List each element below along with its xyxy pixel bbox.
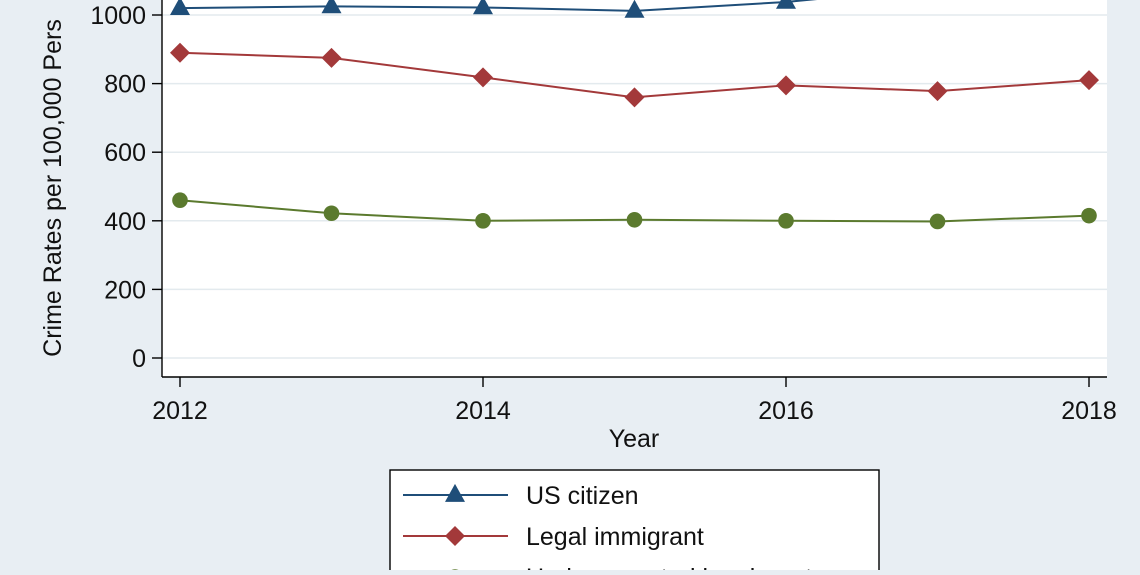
x-axis-label: Year: [609, 425, 660, 453]
data-point: [321, 47, 342, 68]
legend: US citizen Legal immigrant Undocumented im…: [389, 469, 880, 575]
y-tick-label: 800: [104, 71, 146, 99]
y-tick-label: 1000: [90, 2, 146, 30]
data-point: [172, 192, 188, 209]
y-axis-label: Crime Rates per 100,000 Pers: [39, 19, 67, 357]
data-point: [321, 0, 342, 14]
x-tick-label: 2016: [758, 397, 814, 425]
data-point: [929, 213, 946, 230]
y-tick-label: 0: [132, 345, 146, 373]
data-point: [170, 42, 190, 63]
y-axis-ticks: 0 200 400 600 800 1000: [90, 2, 162, 373]
data-point: [624, 87, 645, 108]
data-point: [776, 0, 796, 9]
legend-label: Undocumented immigrant: [526, 564, 812, 570]
y-tick-label: 200: [104, 276, 146, 304]
data-point: [1081, 207, 1097, 224]
legend-label: Legal immigrant: [526, 523, 704, 551]
data-point: [1079, 70, 1099, 91]
y-tick-label: 600: [104, 139, 146, 167]
legend-item: Legal immigrant: [403, 523, 704, 551]
data-point: [170, 0, 190, 15]
data-point: [475, 213, 491, 229]
data-point: [776, 75, 796, 96]
x-tick-label: 2014: [455, 397, 511, 425]
data-point: [323, 205, 340, 222]
series-us-citizen: [170, 0, 818, 18]
data-point: [927, 81, 948, 102]
legend-marker: [445, 526, 465, 546]
legend-box: [389, 469, 880, 575]
y-tick-label: 400: [104, 208, 146, 236]
series-legal-immigrant: [170, 42, 1099, 108]
legend-marker: [445, 483, 465, 502]
x-tick-label: 2012: [152, 397, 208, 425]
data-point: [473, 0, 493, 15]
x-axis-ticks: 2012 2014 2016 2018: [152, 377, 1117, 425]
data-point: [626, 211, 643, 228]
data-point: [473, 67, 493, 88]
series-undocumented-immigrant: [172, 192, 1097, 230]
x-tick-label: 2018: [1061, 397, 1117, 425]
plot-area: [162, 0, 1107, 377]
series-layer: [170, 0, 1099, 230]
legend-label: US citizen: [526, 482, 639, 510]
legend-item: US citizen: [403, 482, 639, 510]
data-point: [778, 213, 794, 229]
data-point: [624, 0, 645, 18]
